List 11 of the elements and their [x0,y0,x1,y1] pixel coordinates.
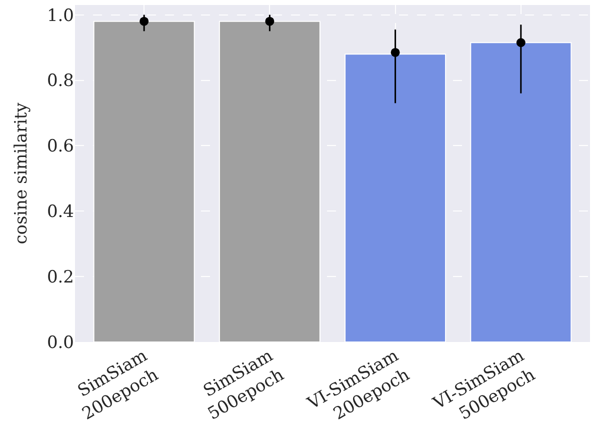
y-tick-label: 0.6 [46,136,74,157]
y-tick-label: 0.4 [46,202,74,222]
y-tick-label: 0.2 [46,268,74,288]
y-tick-label: 0.0 [46,332,74,353]
point [390,48,400,57]
point [140,16,149,26]
point [516,38,526,48]
y-tick-label: 1.0 [46,6,74,26]
point [265,16,274,26]
y-tick-label: 0.8 [46,71,74,92]
y-axis-title: cosine similarity [12,102,32,244]
